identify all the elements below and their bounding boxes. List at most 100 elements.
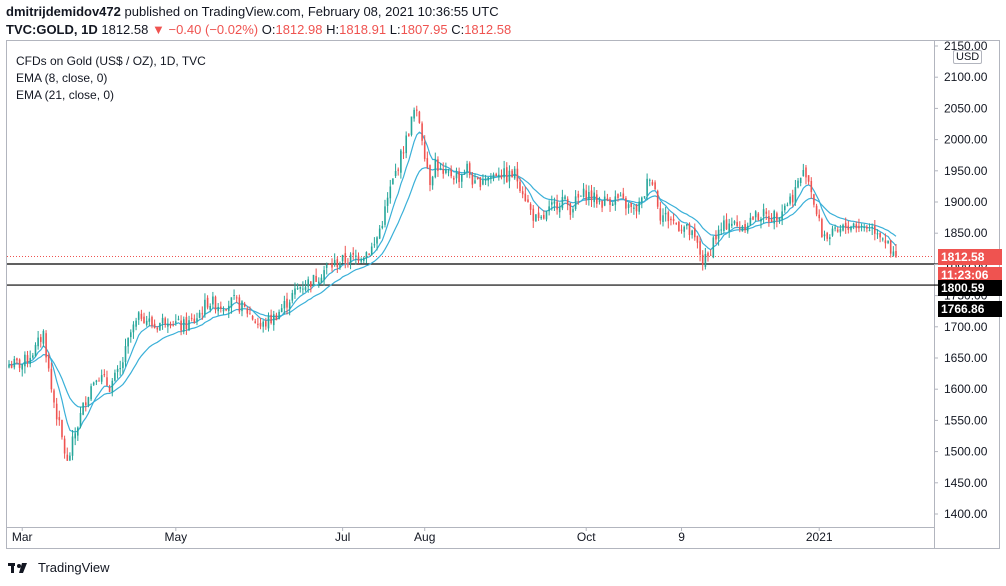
currency-badge[interactable]: USD (953, 50, 983, 64)
candle-body (323, 270, 325, 281)
candle-body (114, 372, 116, 381)
candle-body (63, 438, 66, 454)
candle-body (373, 244, 376, 246)
candle-body (180, 320, 182, 331)
open-label: O: (261, 22, 276, 37)
candle-body (508, 170, 511, 182)
low-value: 1807.95 (400, 22, 448, 37)
candle-body (760, 218, 762, 222)
x-tick-label: Oct (577, 530, 596, 544)
candle-body (688, 223, 691, 235)
y-tick-label: 1850.00 (944, 226, 988, 240)
candle-body (500, 174, 503, 178)
candle-body (55, 403, 58, 420)
candle-body (646, 178, 648, 196)
candle-body (720, 229, 722, 231)
candle-body (400, 150, 402, 173)
candle-body (40, 337, 42, 342)
tradingview-logo-icon (8, 562, 27, 573)
candle-body (450, 169, 452, 177)
candle-body (74, 433, 76, 439)
y-tick-label: 2100.00 (944, 70, 988, 84)
candle-body (347, 263, 349, 265)
candle-body (172, 324, 174, 326)
candle-body (858, 225, 860, 229)
candle-body (892, 251, 895, 256)
candle-body (829, 237, 831, 240)
candle-body (582, 188, 585, 197)
candle-body (37, 337, 39, 347)
candle-body (331, 264, 333, 268)
candle-body (333, 260, 336, 266)
candle-body (717, 229, 720, 239)
y-tick-label: 1500.00 (944, 445, 988, 459)
candle-body (506, 167, 508, 183)
candle-body (694, 228, 696, 238)
close-value: 1812.58 (464, 22, 512, 37)
candle-body (177, 318, 180, 320)
candle-body (619, 195, 622, 197)
candle-body (794, 187, 797, 203)
candle-body (556, 201, 558, 210)
footer-brand[interactable]: TradingView (8, 560, 110, 575)
candle-body (175, 321, 177, 323)
candle-body (402, 152, 405, 154)
candle-body (574, 196, 577, 209)
candle-body (265, 321, 267, 327)
level-bottom-tag: 1766.86 (938, 301, 1002, 318)
candle-body (410, 116, 413, 135)
candle-body (707, 252, 709, 257)
candle-body (855, 224, 858, 229)
candle-body (511, 170, 513, 177)
candle-body (548, 206, 550, 212)
candle-body (360, 259, 362, 262)
candle-body (813, 194, 815, 205)
high-label: H: (326, 22, 340, 37)
candle-body (143, 316, 145, 324)
candle-body (876, 233, 879, 235)
candle-body (241, 301, 243, 312)
author-name[interactable]: dmitrijdemidov472 (6, 4, 121, 19)
candle-body (453, 177, 455, 180)
candle-body (466, 163, 468, 172)
candle-body (551, 202, 553, 205)
candle-body (193, 318, 196, 323)
candle-body (220, 306, 222, 309)
candle-body (397, 169, 399, 171)
y-tick-label: 2150.00 (944, 39, 988, 53)
candle-body (124, 346, 127, 363)
candle-body (339, 263, 341, 268)
y-tick-label: 1600.00 (944, 382, 988, 396)
candle-body (895, 251, 897, 257)
candle-body (50, 368, 53, 390)
candle-body (148, 318, 151, 322)
candle-body (10, 364, 13, 368)
candle-body (672, 219, 675, 221)
candle-body (262, 321, 264, 327)
candle-body (635, 205, 638, 212)
candle-body (85, 402, 87, 406)
candle-body (185, 317, 188, 329)
x-tick-label: Mar (12, 530, 33, 544)
candle-body (776, 213, 778, 221)
candle-body (810, 181, 813, 193)
candle-body (315, 276, 317, 282)
candle-body (69, 455, 71, 461)
candle-body (95, 380, 98, 383)
candle-body (257, 323, 259, 325)
candle-body (53, 390, 55, 403)
candle-body (656, 191, 659, 207)
candle-body (752, 216, 754, 220)
candle-body (119, 368, 121, 370)
candle-body (627, 204, 630, 208)
candle-body (781, 211, 783, 220)
candle-body (678, 221, 680, 232)
candle-body (135, 320, 137, 327)
candle-body (140, 313, 143, 319)
candle-body (235, 297, 238, 299)
candle-body (108, 387, 111, 392)
symbol-line: TVC:GOLD, 1D 1812.58 ▼ −0.40 (−0.02%) O:… (6, 22, 511, 37)
candle-body (614, 196, 617, 205)
candle-body (516, 168, 519, 182)
